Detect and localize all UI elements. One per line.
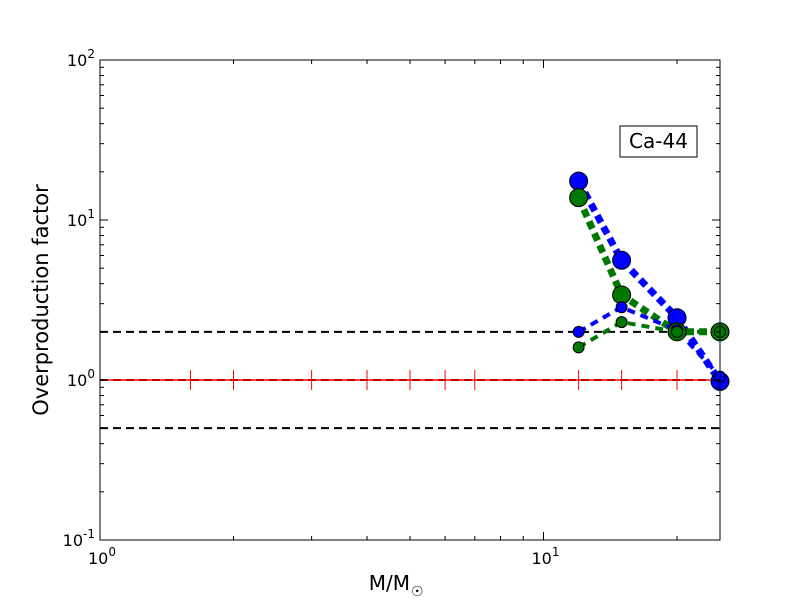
y-tick-label: 10-1	[63, 527, 95, 550]
data-point	[612, 250, 632, 270]
plot-frame	[99, 59, 721, 541]
annotation-label: Ca-44	[629, 129, 688, 153]
series-line	[575, 196, 720, 336]
series-line	[577, 320, 720, 350]
data-point	[671, 325, 684, 338]
x-axis-label: M/M	[369, 571, 410, 595]
data-point	[615, 316, 628, 329]
data-point	[572, 325, 585, 338]
data-point	[572, 341, 585, 354]
x-axis-label-subscript: ☉	[411, 584, 424, 600]
y-axis-label: Overproduction factor	[29, 184, 53, 416]
marks-layer	[569, 171, 730, 391]
annotation-box: Ca-44	[619, 125, 698, 158]
series-line	[575, 179, 723, 384]
data-point	[615, 301, 628, 314]
x-tick-label: 100	[88, 545, 116, 568]
data-point	[569, 171, 589, 191]
y-tick-label: 102	[67, 47, 95, 70]
data-point	[569, 188, 589, 208]
series-line	[577, 304, 722, 378]
y-tick-label: 100	[67, 367, 95, 390]
y-tick-label: 101	[67, 207, 95, 230]
x-tick-label: 101	[532, 545, 560, 568]
